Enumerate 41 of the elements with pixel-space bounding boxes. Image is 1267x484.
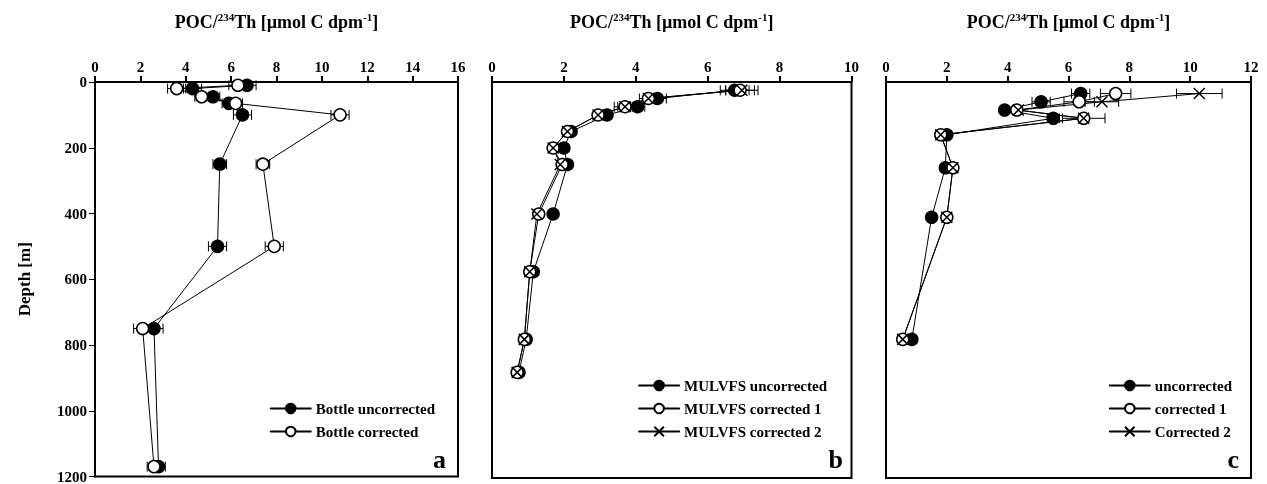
x-tick-label: 8 <box>1125 58 1134 75</box>
x-tick-label: 10 <box>844 58 859 75</box>
legend-label: MULVFS corrected 2 <box>684 423 822 440</box>
y-tick-label: 400 <box>64 205 87 222</box>
x-tick-label: 2 <box>560 58 568 75</box>
x-tick-label: 8 <box>775 58 784 75</box>
y-tick-label: 800 <box>64 337 87 353</box>
x-tick-label: 4 <box>1003 58 1012 75</box>
x-tick-label: 6 <box>703 58 712 75</box>
x-tick-label: 10 <box>1182 58 1198 75</box>
annotation: b <box>828 444 844 474</box>
x-tick-label: 10 <box>314 58 330 75</box>
x-tick-label: 12 <box>1243 58 1259 75</box>
legend-label: Bottle corrected <box>315 423 419 440</box>
x-tick-label: 16 <box>450 58 466 75</box>
annotation: a <box>433 444 446 474</box>
x-tick-label: 0 <box>488 58 496 75</box>
legend-label: Corrected 2 <box>1154 423 1231 440</box>
y-tick-label: 200 <box>64 139 87 156</box>
legend-label: corrected 1 <box>1154 400 1227 417</box>
x-tick-label: 0 <box>882 58 890 75</box>
y-axis-title: Depth [m] <box>15 242 34 317</box>
legend-label: Bottle uncorrected <box>315 400 436 417</box>
x-tick-label: 2 <box>943 58 951 75</box>
x-tick-label: 6 <box>227 58 236 75</box>
annotation: c <box>1227 444 1240 474</box>
x-tick-label: 2 <box>136 58 145 75</box>
x-tick-label: 4 <box>632 58 641 75</box>
x-tick-label: 4 <box>182 58 190 75</box>
x-tick-label: 12 <box>359 58 375 75</box>
x-tick-label: 6 <box>1064 58 1073 75</box>
legend-label: uncorrected <box>1154 377 1233 394</box>
legend-label: MULVFS uncorrected <box>684 377 828 394</box>
x-tick-label: 14 <box>405 58 421 75</box>
y-tick-label: 600 <box>64 271 87 288</box>
legend-label: MULVFS corrected 1 <box>684 400 822 417</box>
x-tick-label: 0 <box>91 58 99 75</box>
x-tick-label: 8 <box>272 58 281 75</box>
y-tick-label: 0 <box>79 74 87 90</box>
y-tick-label: 1200 <box>57 468 87 484</box>
y-tick-label: 1000 <box>57 402 87 419</box>
